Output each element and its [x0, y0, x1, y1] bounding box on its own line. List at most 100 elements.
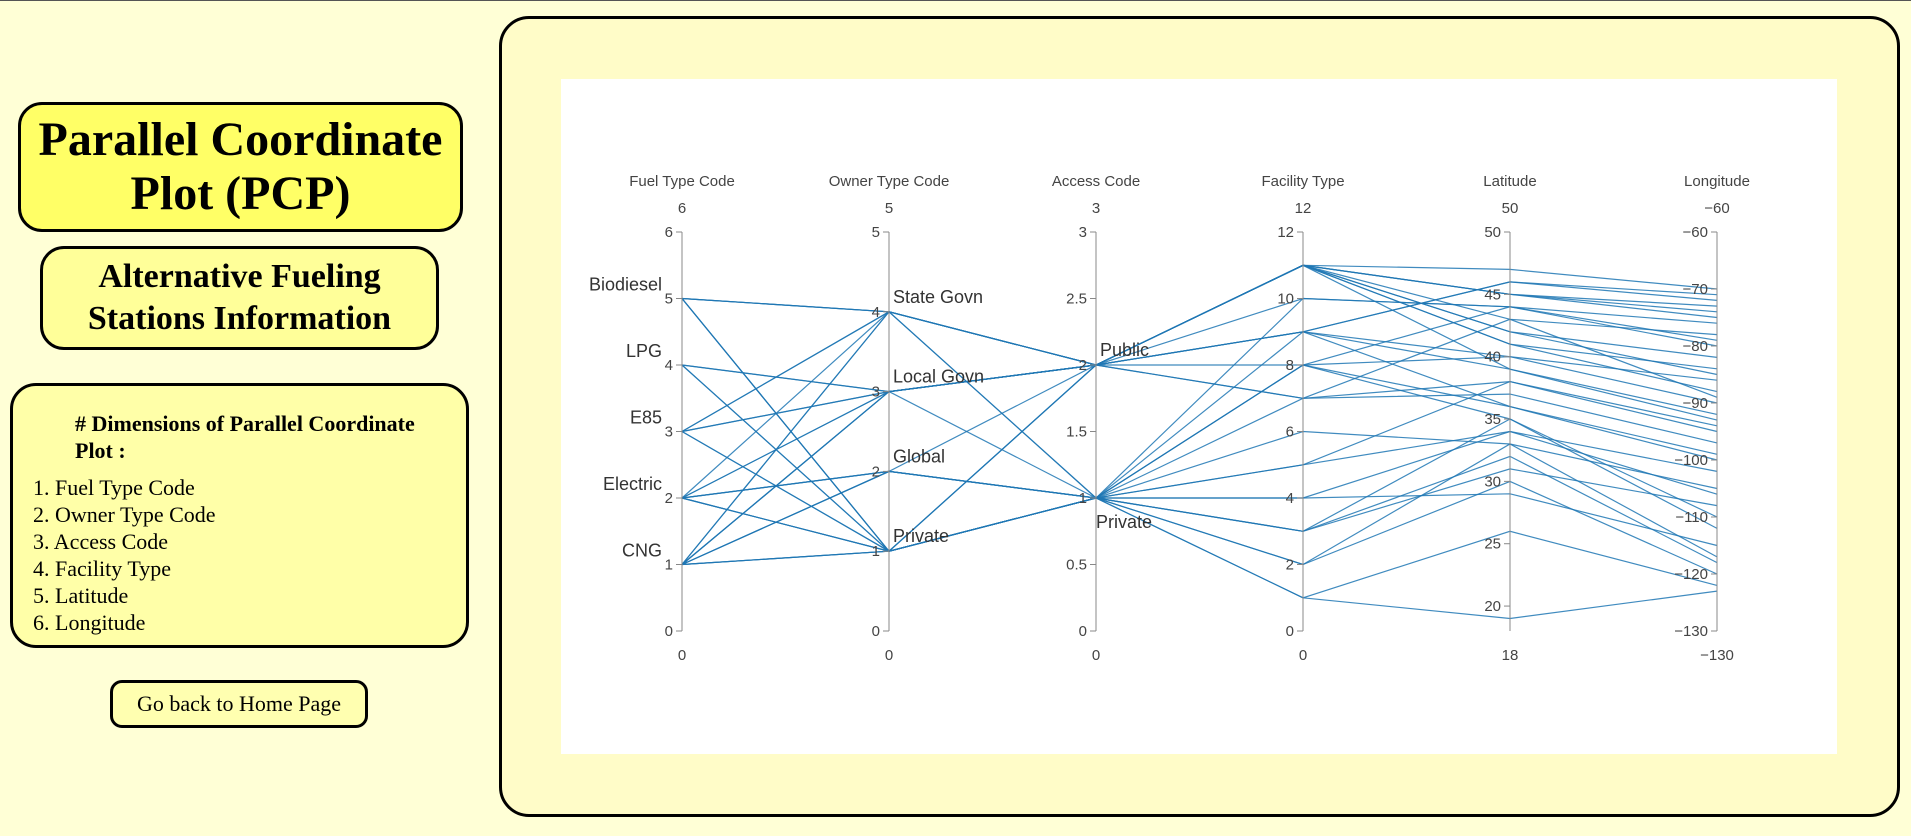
tick-label: 20: [1484, 598, 1501, 615]
axis-top-value: 3: [1092, 200, 1100, 217]
data-line: [681, 298, 1718, 553]
page-title: Parallel Coordinate Plot (PCP): [38, 113, 443, 220]
tick-label: 3: [1079, 224, 1087, 241]
category-label: Biodiesel: [589, 275, 662, 295]
axis-bottom-value: 0: [1092, 647, 1100, 664]
tick-label: −130: [1674, 623, 1708, 640]
data-line: [681, 281, 1718, 433]
data-line: [681, 281, 1718, 499]
axis-top-value: 6: [678, 200, 686, 217]
tick-label: 5: [872, 224, 880, 241]
data-line: [681, 364, 1718, 566]
category-label: CNG: [622, 541, 662, 561]
data-line: [681, 264, 1718, 565]
subtitle-box: Alternative Fueling Stations Information: [40, 246, 439, 350]
tick-label: 1.5: [1066, 424, 1087, 441]
tick-label: 3: [665, 424, 673, 441]
tick-label: 2: [872, 463, 880, 480]
axis-top-value: −60: [1704, 200, 1729, 217]
tick-label: 1: [1079, 490, 1087, 507]
dimension-item: 5. Latitude: [33, 583, 129, 608]
tick-label: 25: [1484, 536, 1501, 553]
tick-label: 0: [872, 623, 880, 640]
tick-label: 6: [665, 224, 673, 241]
axis-bottom-value: −130: [1700, 647, 1734, 664]
category-label: E85: [630, 408, 662, 428]
axis-title: Latitude: [1483, 173, 1536, 190]
tick-label: 8: [1286, 357, 1294, 374]
tick-label: 4: [1286, 490, 1294, 507]
home-page-button[interactable]: Go back to Home Page: [110, 680, 368, 728]
dimensions-list: 1. Fuel Type Code 2. Owner Type Code 3. …: [33, 474, 466, 636]
dimension-item: 4. Facility Type: [33, 556, 171, 581]
data-line: [681, 264, 1718, 393]
tick-label: 4: [872, 304, 880, 321]
dimensions-heading: # Dimensions of Parallel Coordinate Plot…: [75, 411, 415, 463]
category-label: Private: [893, 526, 949, 546]
tick-label: 6: [1286, 424, 1294, 441]
data-line: [681, 297, 1718, 499]
tick-label: 2: [665, 490, 673, 507]
data-line: [681, 264, 1718, 393]
data-line: [681, 430, 1718, 499]
page-subtitle: Alternative Fueling Stations Information: [87, 258, 392, 337]
category-label: State Govn: [893, 287, 983, 307]
data-line: [681, 380, 1718, 566]
tick-label: 10: [1277, 291, 1294, 308]
tick-label: −70: [1683, 281, 1708, 298]
category-label: Electric: [603, 474, 662, 494]
tick-label: 3: [872, 384, 880, 401]
tick-label: 30: [1484, 473, 1501, 490]
dimension-item: 2. Owner Type Code: [33, 502, 216, 527]
axis-top-value: 50: [1502, 200, 1519, 217]
data-line: [681, 364, 1718, 552]
tick-label: −90: [1683, 395, 1708, 412]
tick-label: 2.5: [1066, 291, 1087, 308]
category-label: Private: [1096, 512, 1152, 532]
axis-bottom-value: 0: [1299, 647, 1307, 664]
data-line: [681, 298, 1718, 599]
tick-label: −110: [1675, 509, 1708, 526]
category-label: Local Govn: [893, 367, 984, 387]
data-line: [681, 318, 1718, 552]
tick-label: 2: [1079, 357, 1087, 374]
axis-title: Longitude: [1684, 173, 1750, 190]
data-line: [681, 497, 1718, 620]
tick-label: 1: [665, 557, 673, 574]
dimension-item: 1. Fuel Type Code: [33, 475, 195, 500]
tick-label: −60: [1683, 224, 1708, 241]
tick-label: 0: [1286, 623, 1294, 640]
dimension-item: 6. Longitude: [33, 610, 146, 635]
tick-label: −80: [1683, 338, 1708, 355]
axis-title: Owner Type Code: [829, 173, 950, 190]
tick-label: 0.5: [1066, 557, 1087, 574]
axis-bottom-value: 0: [885, 647, 893, 664]
tick-label: 5: [665, 291, 673, 308]
dimension-item: 3. Access Code: [33, 529, 169, 554]
tick-label: −120: [1674, 566, 1708, 583]
axis-title: Facility Type: [1261, 173, 1344, 190]
tick-label: −100: [1674, 452, 1708, 469]
tick-label: 45: [1484, 286, 1501, 303]
dimensions-box: # Dimensions of Parallel Coordinate Plot…: [10, 383, 469, 648]
axis-title: Access Code: [1052, 173, 1140, 190]
tick-label: 1: [872, 543, 880, 560]
axis-bottom-value: 0: [678, 647, 686, 664]
data-line: [681, 306, 1718, 566]
data-line: [681, 298, 1718, 552]
plot-area: [561, 79, 1837, 754]
tick-label: 4: [665, 357, 673, 374]
category-label: LPG: [626, 341, 662, 361]
top-border-line: [0, 0, 1911, 1]
tick-label: 2: [1286, 557, 1294, 574]
data-line: [681, 311, 1718, 547]
tick-label: 35: [1484, 411, 1501, 428]
axis-title: Fuel Type Code: [629, 173, 735, 190]
tick-label: 40: [1484, 349, 1501, 366]
axis-bottom-value: 18: [1502, 647, 1519, 664]
tick-label: 0: [665, 623, 673, 640]
category-label: Global: [893, 446, 945, 466]
tick-label: 0: [1079, 623, 1087, 640]
category-label: Public: [1100, 340, 1149, 360]
